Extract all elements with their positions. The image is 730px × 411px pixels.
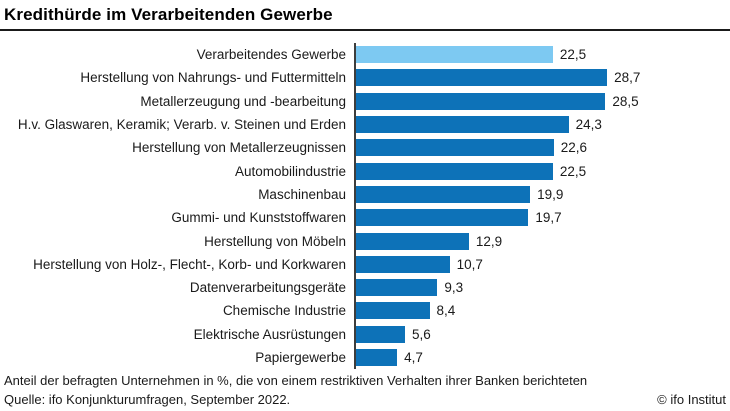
bar-zone: 5,6 bbox=[354, 322, 730, 346]
bar-zone: 28,5 bbox=[354, 89, 730, 113]
bar-zone: 19,9 bbox=[354, 182, 730, 207]
bar bbox=[356, 232, 469, 250]
bar-row: Gummi- und Kunststoffwaren 19,7 bbox=[0, 206, 730, 230]
bar-row: Papiergewerbe 4,7 bbox=[0, 345, 730, 370]
bar bbox=[356, 279, 438, 297]
value-label: 28,7 bbox=[614, 70, 641, 86]
bar-zone: 22,5 bbox=[354, 159, 730, 183]
bar bbox=[356, 185, 531, 203]
category-label: Herstellung von Holz-, Flecht-, Korb- un… bbox=[33, 256, 346, 272]
bar bbox=[356, 325, 405, 343]
bar-zone: 22,6 bbox=[354, 136, 730, 160]
bar-row: Verarbeitendes Gewerbe 22,5 bbox=[0, 43, 730, 67]
bar-zone: 28,7 bbox=[354, 66, 730, 90]
bar-row: Herstellung von Nahrungs- und Futtermitt… bbox=[0, 66, 730, 90]
value-label: 10,7 bbox=[456, 256, 483, 272]
bar bbox=[356, 116, 569, 134]
bar-row: H.v. Glaswaren, Keramik; Verarb. v. Stei… bbox=[0, 112, 730, 137]
bar-row: Herstellung von Metallerzeugnissen 22,6 bbox=[0, 136, 730, 160]
bar-zone: 22,5 bbox=[354, 43, 730, 67]
category-label: Herstellung von Möbeln bbox=[204, 233, 346, 249]
bar-row: Chemische Industrie 8,4 bbox=[0, 299, 730, 323]
bar-row: Metallerzeugung und -bearbeitung 28,5 bbox=[0, 89, 730, 113]
category-label: Datenverarbeitungsgeräte bbox=[189, 280, 346, 296]
bar bbox=[356, 92, 606, 110]
bar-zone: 12,9 bbox=[354, 229, 730, 253]
bar bbox=[356, 139, 554, 157]
value-label: 5,6 bbox=[412, 326, 431, 342]
chart-footer: Anteil der befragten Unternehmen in %, d… bbox=[0, 372, 730, 409]
category-label: Automobilindustrie bbox=[234, 163, 346, 179]
value-label: 19,9 bbox=[537, 186, 564, 202]
bar-zone: 19,7 bbox=[354, 206, 730, 230]
bar-row: Herstellung von Holz-, Flecht-, Korb- un… bbox=[0, 252, 730, 276]
value-label: 22,6 bbox=[560, 140, 588, 156]
bar-row: Datenverarbeitungsgeräte 9,3 bbox=[0, 275, 730, 300]
bar-zone: 4,7 bbox=[354, 345, 730, 370]
value-label: 12,9 bbox=[475, 233, 503, 249]
category-label: Verarbeitendes Gewerbe bbox=[196, 47, 346, 63]
bar bbox=[356, 162, 553, 180]
category-label: Elektrische Ausrüstungen bbox=[193, 326, 346, 342]
bar-row: Maschinenbau 19,9 bbox=[0, 182, 730, 207]
source-note: Quelle: ifo Konjunkturumfragen, Septembe… bbox=[4, 391, 291, 407]
chart-title: Kredithürde im Verarbeitenden Gewerbe bbox=[4, 5, 333, 24]
bar bbox=[356, 69, 608, 87]
value-label: 22,5 bbox=[559, 47, 587, 63]
bar-zone: 24,3 bbox=[354, 112, 730, 137]
category-label: Herstellung von Metallerzeugnissen bbox=[132, 140, 346, 156]
value-label: 4,7 bbox=[404, 350, 423, 365]
value-label: 22,5 bbox=[559, 163, 587, 179]
bar-row: Herstellung von Möbeln 12,9 bbox=[0, 229, 730, 253]
category-label: Herstellung von Nahrungs- und Futtermitt… bbox=[80, 70, 346, 86]
bar-zone: 9,3 bbox=[354, 275, 730, 300]
bar bbox=[356, 302, 430, 320]
value-label: 24,3 bbox=[575, 117, 602, 133]
copyright-note: © ifo Institut bbox=[657, 391, 726, 407]
category-label: Chemische Industrie bbox=[222, 303, 346, 319]
category-label: Papiergewerbe bbox=[255, 350, 346, 365]
category-label: H.v. Glaswaren, Keramik; Verarb. v. Stei… bbox=[17, 117, 346, 133]
bar bbox=[356, 255, 450, 273]
category-label: Maschinenbau bbox=[258, 186, 346, 202]
category-label: Gummi- und Kunststoffwaren bbox=[171, 210, 346, 226]
value-label: 19,7 bbox=[535, 210, 562, 226]
value-label: 8,4 bbox=[436, 303, 456, 319]
value-label: 28,5 bbox=[612, 93, 639, 109]
bar-row: Automobilindustrie 22,5 bbox=[0, 159, 730, 183]
bar-zone: 8,4 bbox=[354, 299, 730, 323]
bar-row: Elektrische Ausrüstungen 5,6 bbox=[0, 322, 730, 346]
category-label: Metallerzeugung und -bearbeitung bbox=[140, 93, 346, 109]
footnote: Anteil der befragten Unternehmen in %, d… bbox=[4, 373, 588, 388]
bar bbox=[356, 349, 398, 366]
bar-zone: 10,7 bbox=[354, 252, 730, 276]
bar-chart: Verarbeitendes Gewerbe 22,5 Herstellung vo… bbox=[0, 43, 730, 370]
bar bbox=[356, 209, 529, 227]
title-divider bbox=[0, 29, 730, 31]
bar bbox=[356, 46, 553, 64]
value-label: 9,3 bbox=[444, 280, 464, 296]
